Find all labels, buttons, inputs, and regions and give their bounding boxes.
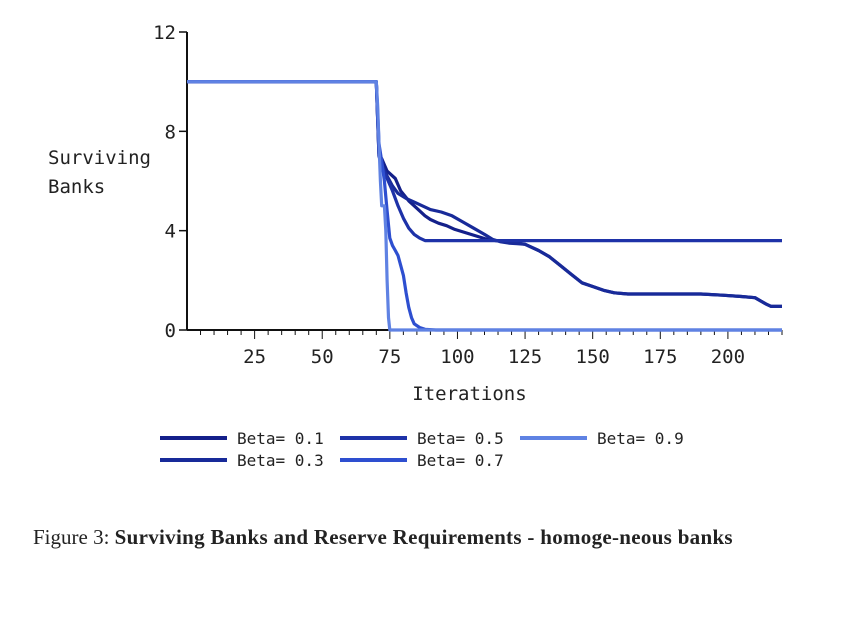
caption-prefix: Figure 3: [33,525,110,549]
legend-label: Beta= 0.5 [417,429,504,448]
x-tick-label: 50 [311,346,334,368]
series-line [187,80,782,332]
x-tick-label: 200 [711,346,745,368]
caption-title: Surviving Banks and Reserve Requirements… [114,525,733,549]
y-tick-label: 4 [165,221,176,243]
y-tick-label: 0 [165,320,176,342]
x-tick-label: 25 [243,346,266,368]
line-chart: 0 4 8 12 25 50 75 100 125 150 175 200 Iterations Surv… [48,22,783,470]
legend-label: Beta= 0.1 [237,429,324,448]
y-tick-label: 12 [153,22,176,44]
legend-label: Beta= 0.7 [417,451,504,470]
series-line [187,80,782,243]
chart-legend: Beta= 0.1 Beta= 0.3 Beta= 0.5 Beta= 0.7 Beta… [160,429,684,470]
series-line [187,80,782,308]
legend-label: Beta= 0.9 [597,429,684,448]
chart-lines [187,80,782,332]
series-line [187,80,782,332]
figure-caption: Figure 3: Surviving Banks and Reserve Re… [33,522,823,552]
chart-axes: 0 4 8 12 25 50 75 100 125 150 175 200 Iterations Surv… [48,22,783,405]
series-line [187,80,782,308]
legend-label: Beta= 0.3 [237,451,324,470]
x-tick-label: 100 [440,346,474,368]
y-tick-label: 8 [165,121,176,143]
x-tick-label: 150 [576,346,610,368]
x-tick-label: 125 [508,346,542,368]
x-axis-label: Iterations [412,383,526,405]
x-tick-label: 75 [378,346,401,368]
x-tick-label: 175 [643,346,677,368]
y-axis-label: Banks [48,176,105,198]
y-axis-label: Surviving [48,147,151,169]
